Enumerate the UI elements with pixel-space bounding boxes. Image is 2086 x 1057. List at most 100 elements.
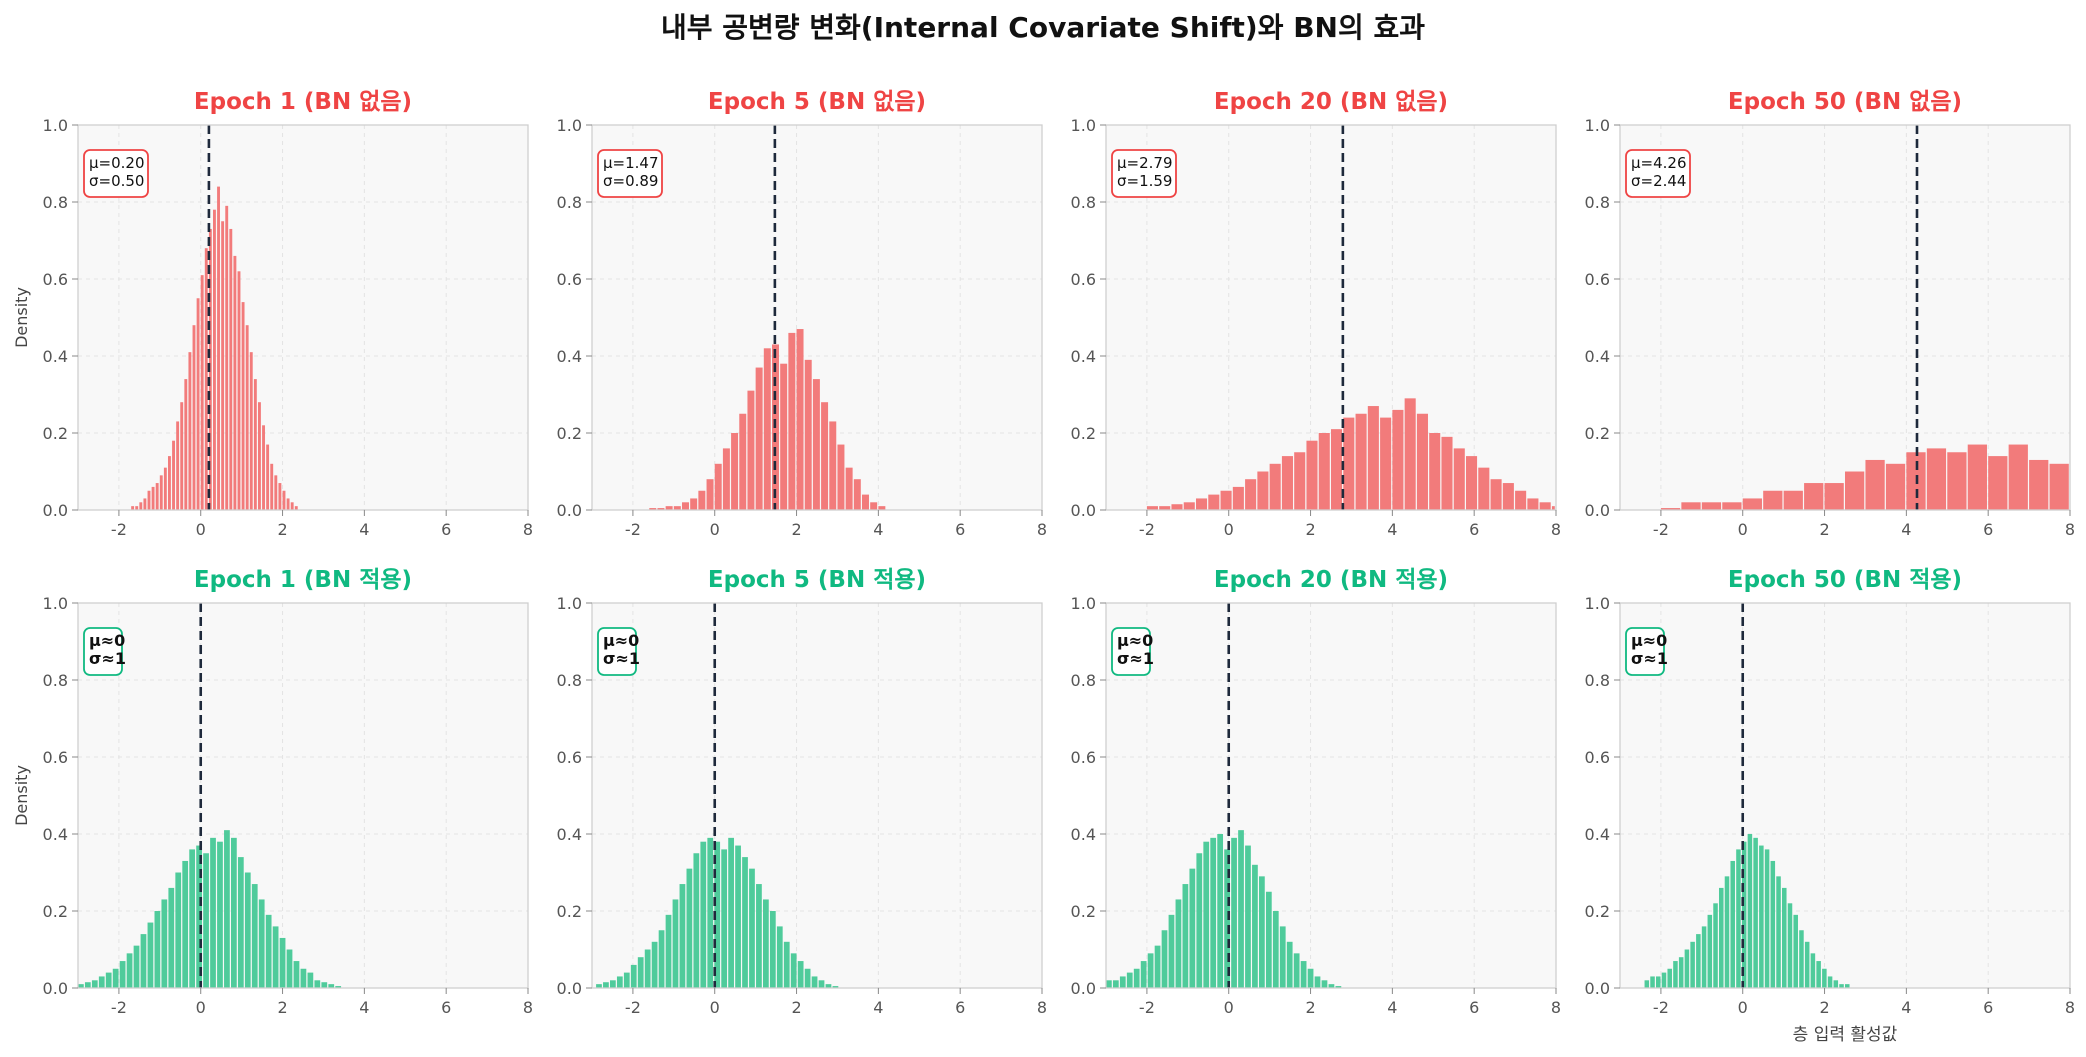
histogram-bar: [616, 976, 623, 988]
histogram-bar: [1770, 860, 1776, 988]
histogram-bar: [1753, 837, 1758, 988]
histogram-bar: [321, 982, 328, 988]
histogram-bar: [1208, 494, 1220, 510]
histogram-bar: [1660, 508, 1681, 510]
histogram-bar: [176, 421, 180, 510]
y-tick-label: 1.0: [43, 116, 68, 135]
histogram-bar: [1367, 406, 1379, 510]
x-tick-label: 0: [1738, 998, 1748, 1017]
histogram-bar: [756, 884, 762, 988]
histogram-bar: [651, 941, 658, 988]
y-tick-label: 0.2: [43, 902, 68, 921]
stats-box: [597, 149, 663, 198]
x-tick-label: 8: [2065, 520, 2075, 539]
histogram-bar: [603, 982, 609, 988]
y-tick-label: 0.0: [1585, 979, 1610, 998]
histogram-bar: [229, 228, 233, 510]
x-tick-label: 2: [277, 520, 287, 539]
histogram-bar: [644, 949, 651, 988]
histogram-bar: [706, 479, 714, 510]
histogram-bar: [274, 475, 278, 510]
x-tick-label: 4: [359, 520, 369, 539]
histogram-bar: [272, 926, 279, 988]
histogram-bar: [1865, 459, 1885, 510]
x-tick-label: 2: [791, 520, 801, 539]
histogram-bar: [1701, 502, 1722, 510]
y-tick-label: 0.8: [557, 193, 582, 212]
histogram-bar: [1845, 984, 1850, 988]
x-tick-label: 4: [1901, 998, 1911, 1017]
histogram-bar: [1724, 876, 1730, 988]
histogram-bar: [1294, 452, 1306, 510]
histogram-bar: [251, 884, 258, 988]
histogram-bar: [147, 922, 154, 988]
histogram-bar: [1747, 834, 1753, 988]
axes-frame: [77, 602, 529, 989]
histogram-bar: [1238, 830, 1244, 988]
y-tick-label: 0.8: [1585, 193, 1610, 212]
x-tick-label: -2: [111, 520, 127, 539]
histogram-bar: [84, 982, 91, 988]
axes-frame: [1105, 124, 1557, 511]
histogram-bar: [837, 444, 845, 510]
histogram-bar: [1776, 876, 1781, 988]
histogram-bar: [163, 467, 167, 510]
histogram-bar: [1719, 887, 1724, 988]
histogram-bar: [1380, 417, 1392, 510]
histogram-bar: [1220, 490, 1232, 510]
histogram-bar: [665, 914, 672, 988]
y-tick-label: 0.4: [557, 825, 582, 844]
histogram-bar: [804, 968, 811, 988]
histogram-bar: [1673, 961, 1678, 988]
x-tick-label: 2: [1819, 998, 1829, 1017]
histogram-bar: [1182, 884, 1189, 988]
histogram-bar: [1189, 868, 1196, 988]
stats-text: σ≈1: [1631, 649, 1668, 668]
histogram-bar: [1759, 845, 1764, 988]
histogram-bar: [1203, 841, 1210, 988]
histogram-bar: [1210, 837, 1217, 988]
histogram-bar: [658, 930, 665, 988]
histogram-bar: [1988, 456, 2008, 510]
x-tick-label: -2: [1653, 520, 1669, 539]
histogram-bar: [1140, 961, 1147, 988]
histogram-bar: [714, 841, 721, 988]
axes-frame: [1619, 602, 2071, 989]
stats-box: [1111, 149, 1177, 198]
histogram-bar: [328, 984, 335, 988]
histogram-bar: [217, 841, 223, 988]
histogram-bar: [1331, 429, 1343, 510]
y-tick-label: 0.8: [557, 671, 582, 690]
histogram-bar: [1741, 841, 1747, 988]
histogram-bar: [225, 205, 229, 510]
x-tick-label: 4: [1387, 520, 1397, 539]
histogram-bar: [233, 255, 237, 510]
histogram-bar: [172, 440, 175, 510]
histogram-bar: [1119, 976, 1126, 988]
histogram-bar: [1701, 926, 1707, 988]
y-tick-label: 1.0: [1585, 116, 1610, 135]
histogram-bar: [1232, 486, 1244, 510]
histogram-bar: [1644, 980, 1650, 988]
y-tick-label: 0.6: [1585, 748, 1610, 767]
subplot-no-bn-2: -2 0 2 4 6 8 0.0 0.2 0.4 0.6 0.8 1.0 Epoch 5 (BN 없음)…: [557, 89, 1048, 539]
histogram-bar: [258, 899, 265, 988]
histogram-bar: [307, 972, 314, 988]
histogram-bar: [1722, 502, 1742, 510]
histogram-bar: [245, 325, 249, 510]
histogram-bar: [870, 502, 878, 510]
subplot-title: Epoch 5 (BN 없음): [708, 89, 926, 115]
histogram-bar: [1286, 941, 1293, 988]
histogram-bar: [1257, 471, 1269, 510]
histogram-bar: [693, 853, 700, 988]
histogram-bar: [168, 887, 175, 988]
histogram-bar: [596, 984, 602, 988]
histogram-bar: [1196, 498, 1208, 510]
histogram-bar: [1112, 980, 1119, 988]
histogram-bar: [286, 498, 290, 510]
histogram-bar: [825, 984, 832, 988]
histogram-bar: [788, 332, 796, 510]
stats-text: σ=0.89: [603, 172, 658, 190]
y-tick-label: 1.0: [1071, 116, 1096, 135]
histogram-bar: [203, 853, 209, 988]
